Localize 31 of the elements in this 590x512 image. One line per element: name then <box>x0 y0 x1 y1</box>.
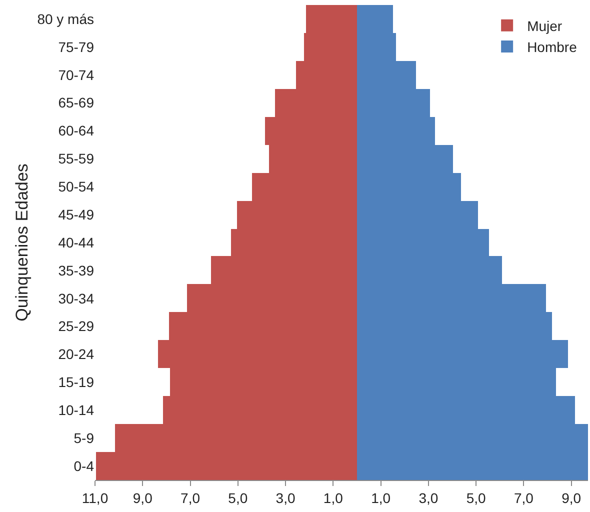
y-tick-label: 5-9 <box>74 430 94 446</box>
y-tick-label: 70-74 <box>58 66 94 83</box>
x-tick-label: 5,0 <box>228 490 248 506</box>
x-tick-label: 3,0 <box>276 490 296 506</box>
y-tick-label: 75-79 <box>58 38 94 55</box>
y-tick-label: 0-4 <box>74 458 94 474</box>
legend-label: Hombre <box>527 39 578 56</box>
y-tick-label: 30-34 <box>58 290 94 306</box>
y-tick-label: 80 y más <box>37 10 94 27</box>
legend-label: Mujer <box>527 18 562 34</box>
y-tick-label: 20-24 <box>58 346 94 362</box>
y-axis-title: Quinquenios Edades <box>12 164 32 322</box>
y-tick-label: 50-54 <box>58 178 94 195</box>
x-tick-label: 3,0 <box>418 490 438 506</box>
x-tick-label: 7,0 <box>514 490 534 506</box>
y-tick-label: 15-19 <box>58 374 94 390</box>
y-tick-label: 25-29 <box>58 318 94 334</box>
x-tick-label: 9,0 <box>562 490 582 506</box>
x-tick-label: 1,0 <box>323 490 344 506</box>
y-tick-label: 55-59 <box>58 150 94 167</box>
x-tick-label: 11,0 <box>82 490 108 506</box>
x-tick-label: 1,0 <box>371 490 391 506</box>
y-tick-label: 45-49 <box>58 206 94 222</box>
x-tick-label: 5,0 <box>466 490 486 506</box>
x-tick-label: 7,0 <box>180 490 200 506</box>
y-tick-label: 65-69 <box>58 94 94 111</box>
y-tick-label: 40-44 <box>58 234 94 250</box>
x-tick-label: 9,0 <box>132 490 153 506</box>
y-tick-label: 60-64 <box>58 122 94 139</box>
y-tick-label: 35-39 <box>58 262 94 278</box>
y-tick-label: 10-14 <box>58 402 94 418</box>
